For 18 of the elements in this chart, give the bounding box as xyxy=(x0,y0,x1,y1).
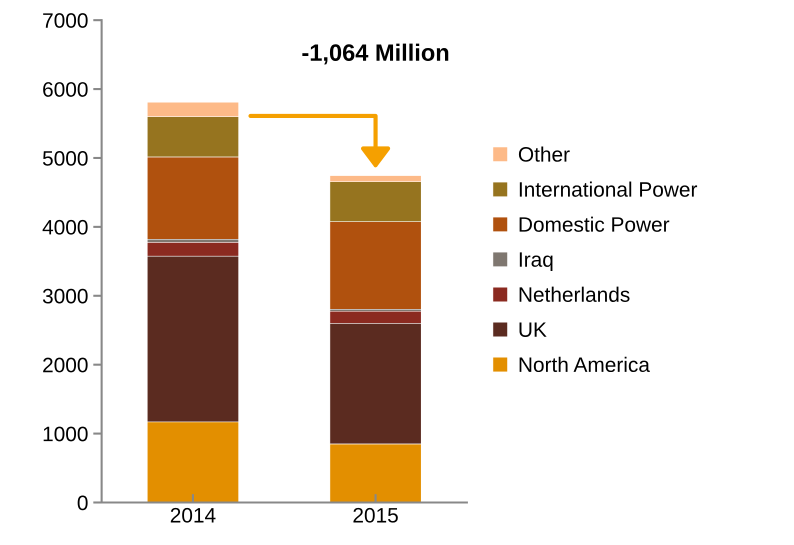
legend-label: UK xyxy=(520,322,547,338)
legend-label: Domestic Power xyxy=(520,216,670,232)
legend-label: Netherlands xyxy=(520,286,630,302)
y-tick-label: 5000 xyxy=(42,150,88,166)
y-tick-label: 2000 xyxy=(43,358,88,372)
annotation: -1,064 Million xyxy=(302,44,448,64)
legend-label: Other xyxy=(518,146,570,162)
x-tick-label: 2015 xyxy=(353,508,398,523)
y-tick-label: 6000 xyxy=(43,82,88,97)
legend-label: Iraq xyxy=(520,252,552,272)
y-tick-label: 3000 xyxy=(42,288,88,304)
x-tick-label: 2014 xyxy=(170,508,216,523)
y-tick-label: 0 xyxy=(78,495,88,510)
y-tick-label: 1000 xyxy=(44,426,88,442)
legend-label: International Power xyxy=(520,182,698,197)
legend-label: North America xyxy=(520,356,650,372)
y-tick-label: 7000 xyxy=(43,13,88,28)
y-tick-label: 4000 xyxy=(42,220,88,235)
